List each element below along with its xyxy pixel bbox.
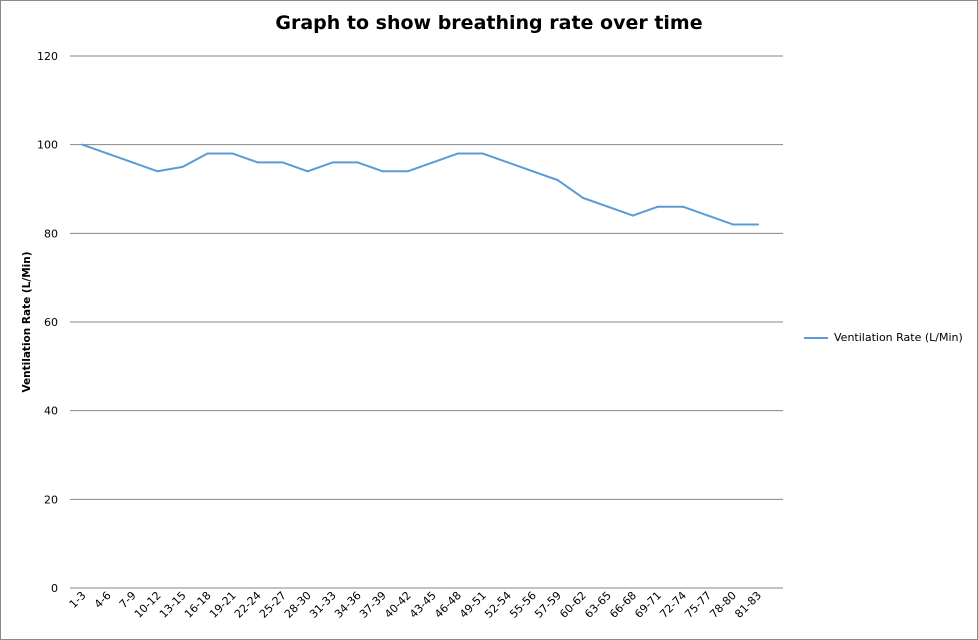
legend-label: Ventilation Rate (L/Min) [834, 331, 963, 344]
x-tick-label: 4-6 [92, 589, 114, 611]
y-tick-label: 100 [37, 139, 58, 152]
x-tick-label: 31-33 [307, 589, 339, 621]
x-tick-label: 37-39 [357, 589, 389, 621]
x-tick-label: 72-74 [657, 589, 689, 621]
data-point [456, 152, 459, 155]
data-point [431, 161, 434, 164]
x-tick-label: 52-54 [482, 589, 514, 621]
data-point [631, 214, 634, 217]
x-tick-label: 69-71 [632, 589, 664, 621]
data-point [531, 170, 534, 173]
data-point [156, 170, 159, 173]
data-point [731, 223, 734, 226]
y-tick-label: 80 [44, 227, 58, 240]
chart-title: Graph to show breathing rate over time [275, 12, 703, 34]
x-tick-label: 81-83 [732, 589, 764, 621]
x-tick-label: 1-3 [67, 589, 89, 611]
x-tick-label: 60-62 [557, 589, 589, 621]
data-point [231, 152, 234, 155]
data-point [406, 170, 409, 173]
x-tick-label: 40-42 [382, 589, 414, 621]
data-point [206, 152, 209, 155]
data-point [506, 161, 509, 164]
y-tick-label: 40 [44, 405, 58, 418]
data-point [131, 161, 134, 164]
data-point [606, 205, 609, 208]
data-point [581, 196, 584, 199]
x-tick-label: 57-59 [532, 589, 564, 621]
x-tick-label: 19-21 [207, 589, 239, 621]
legend: Ventilation Rate (L/Min) [804, 331, 963, 344]
data-point [556, 179, 559, 182]
x-tick-label: 78-80 [707, 589, 739, 621]
x-tick-label: 22-24 [232, 589, 264, 621]
y-tick-label: 20 [44, 493, 58, 506]
x-tick-label: 13-15 [157, 589, 189, 621]
data-point [256, 161, 259, 164]
y-tick-label: 60 [44, 316, 58, 329]
data-point [81, 143, 84, 146]
x-tick-label: 16-18 [182, 589, 214, 621]
x-tick-label: 49-51 [457, 589, 489, 621]
data-point [281, 161, 284, 164]
x-tick-label: 25-27 [257, 589, 289, 621]
data-point [756, 223, 759, 226]
data-point [656, 205, 659, 208]
y-tick-label: 120 [37, 50, 58, 63]
data-point [481, 152, 484, 155]
x-tick-label: 43-45 [407, 589, 439, 621]
data-point [106, 152, 109, 155]
data-point [331, 161, 334, 164]
x-tick-label: 10-12 [132, 589, 164, 621]
data-point [306, 170, 309, 173]
legend-swatch [804, 336, 828, 339]
x-tick-label: 46-48 [432, 589, 464, 621]
x-tick-label: 75-77 [682, 589, 714, 621]
x-tick-label: 63-65 [582, 589, 614, 621]
data-point [381, 170, 384, 173]
data-point [681, 205, 684, 208]
data-point [706, 214, 709, 217]
x-tick-label: 55-56 [507, 589, 539, 621]
x-tick-label: 66-68 [607, 589, 639, 621]
x-tick-label: 34-36 [332, 589, 364, 621]
data-point [356, 161, 359, 164]
x-tick-label: 28-30 [282, 589, 314, 621]
data-point [181, 165, 184, 168]
series-line [82, 143, 758, 226]
y-tick-label: 0 [51, 582, 58, 595]
